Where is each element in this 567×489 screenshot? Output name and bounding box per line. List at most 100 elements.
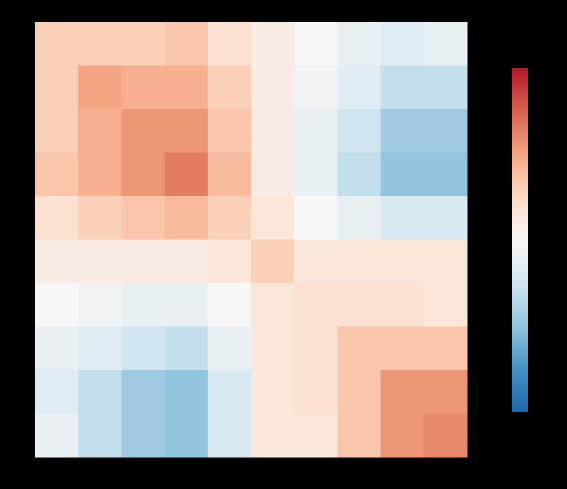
heatmap-cell [337, 22, 382, 66]
heatmap-cell [380, 283, 425, 327]
heatmap-cell [251, 109, 295, 153]
heatmap-cell [207, 109, 252, 153]
heatmap-cell [380, 65, 425, 110]
heatmap-cell [380, 239, 425, 284]
heatmap-cell [207, 152, 252, 197]
heatmap-cell [164, 283, 209, 327]
heatmap-cell [35, 22, 79, 66]
heatmap-cell [35, 152, 79, 197]
heatmap-cell [251, 283, 295, 327]
heatmap-cell [35, 109, 79, 153]
heatmap-cell [35, 239, 79, 284]
heatmap-cell [423, 152, 468, 197]
heatmap-cell [251, 370, 295, 414]
heatmap-cell [251, 152, 295, 197]
heatmap-cell [423, 283, 468, 327]
heatmap-cell [35, 413, 79, 458]
heatmap-cell [164, 326, 209, 371]
heatmap-cell [121, 413, 166, 458]
heatmap-cell [423, 370, 468, 414]
heatmap-cell [294, 152, 338, 197]
heatmap-cell [164, 370, 209, 414]
heatmap-cell [294, 109, 338, 153]
heatmap-cell [251, 326, 295, 371]
heatmap-cell [78, 109, 122, 153]
heatmap-cell [251, 22, 295, 66]
heatmap-cell [78, 65, 122, 110]
heatmap-cell [423, 22, 468, 66]
heatmap-cell [423, 196, 468, 240]
heatmap-cell [121, 22, 166, 66]
heatmap-cell [337, 283, 382, 327]
heatmap-cell [294, 283, 338, 327]
heatmap-cell [337, 109, 382, 153]
heatmap-cell [164, 65, 209, 110]
heatmap-cell [78, 283, 122, 327]
heatmap-cell [121, 152, 166, 197]
heatmap-cell [78, 370, 122, 414]
heatmap-cell [121, 196, 166, 240]
heatmap-cell [164, 22, 209, 66]
heatmap-cell [380, 196, 425, 240]
heatmap-cell [337, 152, 382, 197]
heatmap-cell [380, 152, 425, 197]
heatmap-cell [294, 196, 338, 240]
heatmap-cell [207, 413, 252, 458]
heatmap-cell [294, 22, 338, 66]
heatmap-cell [164, 196, 209, 240]
heatmap-cell [121, 239, 166, 284]
heatmap-cell [207, 22, 252, 66]
heatmap-cell [164, 109, 209, 153]
heatmap-cell [207, 283, 252, 327]
heatmap-cell [337, 370, 382, 414]
heatmap-cell [164, 239, 209, 284]
heatmap-cell [337, 239, 382, 284]
heatmap-cell [78, 196, 122, 240]
heatmap-cell [251, 65, 295, 110]
heatmap-cell [164, 152, 209, 197]
heatmap-cell [423, 109, 468, 153]
heatmap-cell [121, 109, 166, 153]
heatmap-cell [207, 370, 252, 414]
heatmap-cell [294, 65, 338, 110]
heatmap-cell [35, 196, 79, 240]
heatmap-cell [78, 22, 122, 66]
heatmap-cell [251, 196, 295, 240]
heatmap-cell [294, 326, 338, 371]
heatmap-cell [294, 413, 338, 458]
heatmap-cell [251, 413, 295, 458]
heatmap-cell [380, 370, 425, 414]
heatmap-cell [380, 22, 425, 66]
heatmap-cell [423, 65, 468, 110]
heatmap-cell [294, 370, 338, 414]
heatmap-cell [121, 65, 166, 110]
heatmap [35, 22, 468, 458]
heatmap-cell [423, 413, 468, 458]
heatmap-cell [207, 196, 252, 240]
heatmap-cell [35, 370, 79, 414]
heatmap-cell [78, 152, 122, 197]
heatmap-cell [337, 413, 382, 458]
heatmap-cell [423, 326, 468, 371]
heatmap-cell [337, 196, 382, 240]
heatmap-cell [35, 283, 79, 327]
heatmap-cell [380, 413, 425, 458]
heatmap-cell [78, 239, 122, 284]
heatmap-cell [337, 326, 382, 371]
heatmap-cell [121, 326, 166, 371]
heatmap-cell [164, 413, 209, 458]
heatmap-cell [207, 65, 252, 110]
heatmap-cell [207, 239, 252, 284]
heatmap-cell [78, 413, 122, 458]
heatmap-cell [380, 326, 425, 371]
heatmap-cell [121, 370, 166, 414]
heatmap-cell [35, 65, 79, 110]
heatmap-cell [337, 65, 382, 110]
heatmap-cell [121, 283, 166, 327]
heatmap-cell [423, 239, 468, 284]
heatmap-cell [294, 239, 338, 284]
heatmap-cell [207, 326, 252, 371]
colorbar [512, 68, 528, 412]
